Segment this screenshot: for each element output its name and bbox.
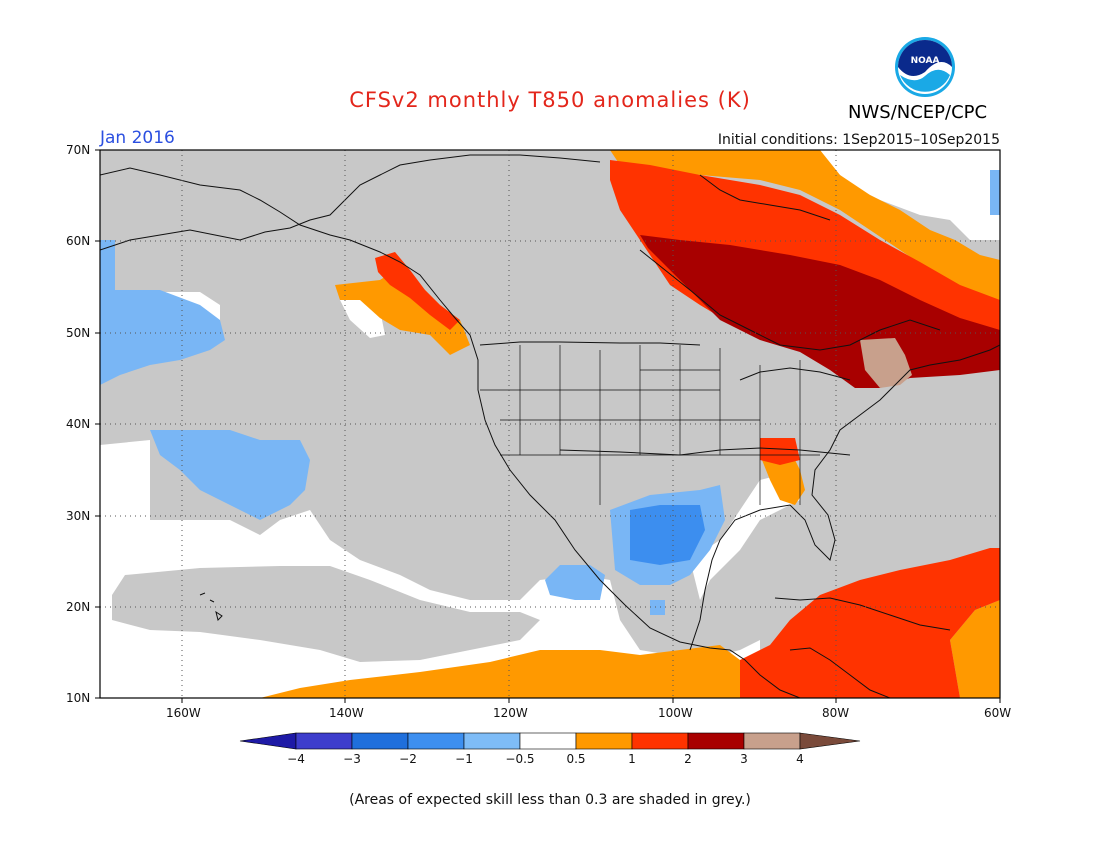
- noaa-logo: NOAA: [895, 37, 955, 97]
- lat-label: 60N: [66, 234, 91, 248]
- colorbar-bin-2: [351, 732, 409, 750]
- colorbar-tick: 1: [628, 752, 636, 766]
- colorbar-tick: −0.5: [505, 752, 534, 766]
- colorbar-bin-8: [687, 732, 745, 750]
- orange-southeast: [760, 450, 805, 505]
- lat-label: 50N: [66, 326, 91, 340]
- lon-label: 60W: [984, 706, 1012, 720]
- orange-tropical-pacific: [260, 645, 740, 698]
- colorbar-tick: −2: [399, 752, 417, 766]
- light-blue-gulf-patch: [650, 600, 665, 615]
- colorbar-tick: 2: [684, 752, 692, 766]
- light-blue-central-pacific: [150, 430, 310, 520]
- lon-label: 160W: [166, 706, 201, 720]
- blue-texas-core: [630, 505, 705, 565]
- lat-label: 10N: [66, 691, 91, 705]
- lat-label: 30N: [66, 509, 91, 523]
- colorbar-bin-5: [519, 732, 577, 750]
- colorbar: −4 −3 −2 −1 −0.5 0.5 1 2 3 4: [239, 732, 861, 766]
- axis-ticks: [95, 149, 1001, 703]
- colorbar-bin-6: [575, 732, 633, 750]
- white-arctic-region: [820, 150, 1000, 240]
- colorbar-tick: 0.5: [566, 752, 585, 766]
- initial-conditions: Initial conditions: 1Sep2015–10Sep2015: [717, 132, 1000, 148]
- white-gulf-region: [690, 470, 800, 600]
- colorbar-bin-4: [463, 732, 521, 750]
- noaa-logo-text: NOAA: [911, 56, 940, 66]
- lon-label: 140W: [329, 706, 364, 720]
- colorbar-bin-1: [295, 732, 353, 750]
- grey-subtropical-band: [112, 566, 540, 662]
- colorbar-tick: −1: [455, 752, 473, 766]
- colorbar-tick: 4: [796, 752, 804, 766]
- map-title: CFSv2 monthly T850 anomalies (K): [349, 88, 751, 112]
- lon-label: 100W: [658, 706, 693, 720]
- colorbar-bin-3: [407, 732, 465, 750]
- colorbar-tick: −3: [343, 752, 361, 766]
- lat-label: 20N: [66, 600, 91, 614]
- organization-label: NWS/NCEP/CPC: [848, 102, 988, 123]
- light-blue-mexico: [545, 565, 605, 600]
- tan-great-lakes: [860, 338, 912, 388]
- colorbar-min-arrow: [239, 732, 297, 750]
- hawaii-islands: [199, 592, 223, 621]
- lat-label: 40N: [66, 417, 91, 431]
- red-orange-alaska-coast: [375, 252, 460, 330]
- colorbar-bin-9: [743, 732, 801, 750]
- colorbar-tick: −4: [287, 752, 305, 766]
- lon-label: 80W: [822, 706, 850, 720]
- lat-label: 70N: [66, 143, 91, 157]
- orange-bc-coast: [335, 270, 470, 355]
- colorbar-tick: 3: [740, 752, 748, 766]
- forecast-month: Jan 2016: [100, 128, 175, 148]
- coastlines: [100, 154, 1000, 698]
- red-orange-tennessee: [760, 438, 800, 465]
- dark-red-central-canada: [640, 235, 1000, 388]
- state-borders: [480, 345, 820, 505]
- skill-note: (Areas of expected skill less than 0.3 a…: [349, 792, 751, 808]
- colorbar-max-arrow: [799, 732, 861, 750]
- lon-label: 120W: [493, 706, 528, 720]
- orange-caribbean-edge: [950, 600, 1000, 698]
- white-bc-patch: [340, 292, 385, 338]
- light-blue-north-pacific: [100, 240, 225, 385]
- red-orange-caribbean: [740, 548, 1000, 698]
- colorbar-bin-7: [631, 732, 689, 750]
- graticule: [100, 150, 1000, 698]
- light-blue-greenland-edge: [990, 170, 1000, 215]
